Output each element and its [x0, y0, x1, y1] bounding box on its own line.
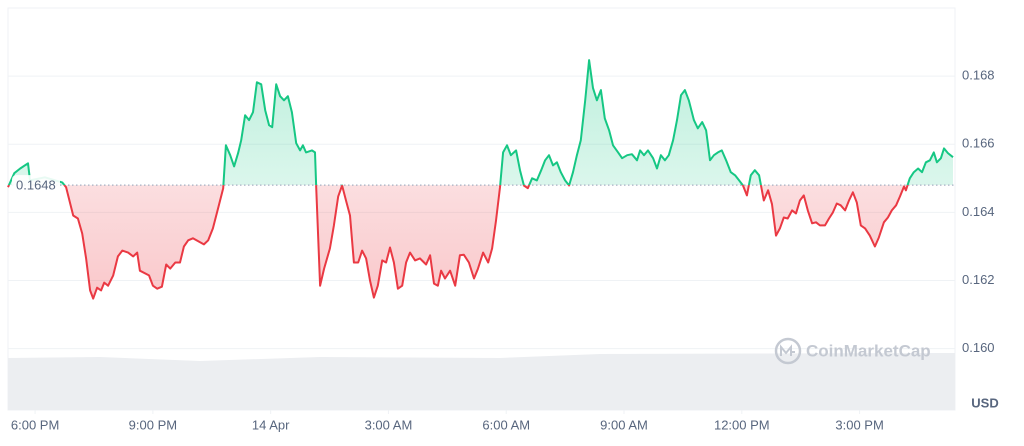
- price-line-down: [7, 185, 909, 300]
- watermark: CoinMarketCap: [774, 337, 931, 365]
- watermark-text: CoinMarketCap: [806, 341, 931, 360]
- baseline-label-bg: [12, 175, 60, 196]
- x-tick-label: 6:00 AM: [482, 417, 530, 432]
- x-tick-label: 3:00 PM: [835, 417, 883, 432]
- baseline-label: 0.1648: [16, 178, 56, 193]
- x-tick-label: 9:00 AM: [600, 417, 648, 432]
- y-tick-label: 0.164: [962, 204, 995, 219]
- y-unit: USD: [971, 395, 998, 410]
- y-tick-label: 0.160: [962, 340, 995, 355]
- volume-area: [8, 353, 955, 410]
- x-tick-label: 3:00 AM: [365, 417, 413, 432]
- area-down: [8, 185, 953, 299]
- x-tick-label: 6:00 PM: [11, 417, 59, 432]
- x-tick-label: 12:00 PM: [714, 417, 770, 432]
- price-line-up: [7, 59, 954, 186]
- y-tick-label: 0.166: [962, 136, 995, 151]
- x-tick-label: 9:00 PM: [129, 417, 177, 432]
- x-tick-label: 14 Apr: [252, 417, 290, 432]
- y-tick-label: 0.168: [962, 68, 995, 83]
- y-tick-label: 0.162: [962, 272, 995, 287]
